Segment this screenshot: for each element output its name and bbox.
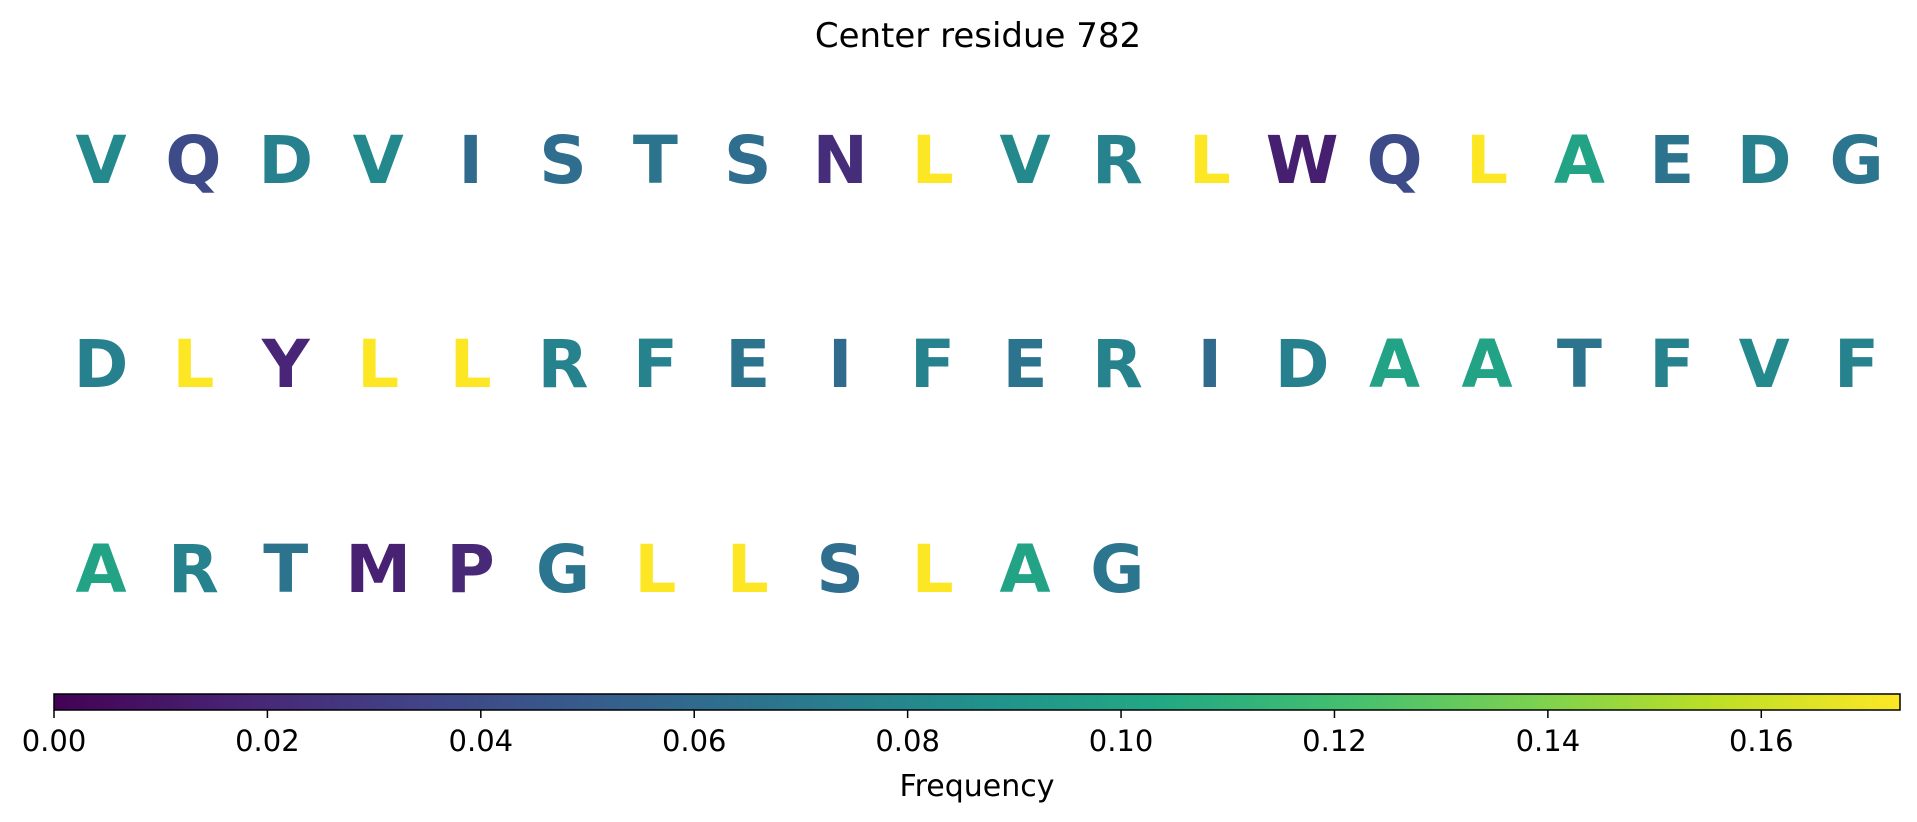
residue-letter: I bbox=[458, 122, 483, 199]
colorbar-tick-label: 0.14 bbox=[1516, 724, 1581, 758]
residue-letter: F bbox=[1649, 326, 1694, 403]
residue-letter: D bbox=[1737, 122, 1792, 199]
residue-letter: P bbox=[446, 531, 494, 608]
residue-letter: A bbox=[1554, 122, 1605, 199]
colorbar-tick-label: 0.12 bbox=[1302, 724, 1367, 758]
residue-letter: G bbox=[1830, 122, 1884, 199]
residue-letter: L bbox=[357, 326, 399, 403]
residue-letter: A bbox=[1461, 326, 1512, 403]
residue-letter: L bbox=[172, 326, 214, 403]
colorbar-ticks: 0.00 0.02 0.04 0.06 0.08 0.10 0.12 0.14 0.16 bbox=[22, 710, 1794, 758]
residue-letter: V bbox=[1739, 326, 1790, 403]
residue-letter: N bbox=[813, 122, 868, 199]
residue-letter: S bbox=[816, 531, 864, 608]
residue-letter: Q bbox=[165, 122, 221, 199]
residue-letters: V Q D V I S T S N L V R L W Q L A E D GD L Y L L R F E I F E R I D A A T F V F… bbox=[74, 122, 1884, 608]
residue-letter: F bbox=[1834, 326, 1879, 403]
residue-letter: L bbox=[634, 531, 676, 608]
residue-letter: T bbox=[633, 122, 678, 199]
residue-letter: G bbox=[536, 531, 590, 608]
residue-letter: D bbox=[258, 122, 313, 199]
residue-letter: E bbox=[725, 326, 770, 403]
colorbar-tick-label: 0.16 bbox=[1729, 724, 1794, 758]
residue-letter: L bbox=[1466, 122, 1508, 199]
residue-letter: L bbox=[912, 122, 954, 199]
residue-letter: L bbox=[1189, 122, 1231, 199]
residue-letter: V bbox=[75, 122, 126, 199]
residue-letter: W bbox=[1266, 122, 1339, 199]
residue-letter: G bbox=[1090, 531, 1144, 608]
colorbar-tick-label: 0.10 bbox=[1089, 724, 1154, 758]
colorbar-tick-label: 0.04 bbox=[449, 724, 514, 758]
colorbar-tick-label: 0.00 bbox=[22, 724, 87, 758]
residue-letter: D bbox=[1275, 326, 1330, 403]
residue-letter: L bbox=[912, 531, 954, 608]
residue-letter: L bbox=[450, 326, 492, 403]
residue-letter: I bbox=[828, 326, 853, 403]
residue-letter: L bbox=[727, 531, 769, 608]
residue-letter: F bbox=[910, 326, 955, 403]
residue-letter: V bbox=[999, 122, 1050, 199]
residue-letter: A bbox=[999, 531, 1050, 608]
residue-letter: T bbox=[1557, 326, 1602, 403]
colorbar-tick-label: 0.06 bbox=[662, 724, 727, 758]
residue-letter: F bbox=[633, 326, 678, 403]
colorbar-gradient bbox=[53, 693, 1901, 711]
residue-letter: I bbox=[1198, 326, 1223, 403]
colorbar-label: Frequency bbox=[900, 769, 1055, 804]
residue-letter: V bbox=[353, 122, 404, 199]
colorbar-tick-label: 0.02 bbox=[235, 724, 300, 758]
residue-letter: R bbox=[1092, 122, 1143, 199]
residue-letter: M bbox=[345, 531, 411, 608]
residue-letter: Q bbox=[1367, 122, 1423, 199]
residue-letter: Y bbox=[261, 326, 311, 403]
chart-title: Center residue 782 bbox=[815, 16, 1141, 56]
residue-letter: S bbox=[724, 122, 772, 199]
residue-letter: R bbox=[168, 531, 219, 608]
colorbar-tick-label: 0.08 bbox=[875, 724, 940, 758]
colorbar: 0.00 0.02 0.04 0.06 0.08 0.10 0.12 0.14 0.16 Fre… bbox=[22, 693, 1901, 804]
residue-letter: E bbox=[1649, 122, 1694, 199]
residue-letter: S bbox=[539, 122, 587, 199]
residue-letter: A bbox=[75, 531, 126, 608]
residue-letter: E bbox=[1002, 326, 1047, 403]
residue-letter: R bbox=[1092, 326, 1143, 403]
residue-letter: R bbox=[538, 326, 589, 403]
residue-letter: T bbox=[263, 531, 308, 608]
residue-letter: A bbox=[1369, 326, 1420, 403]
residue-letter: D bbox=[74, 326, 129, 403]
